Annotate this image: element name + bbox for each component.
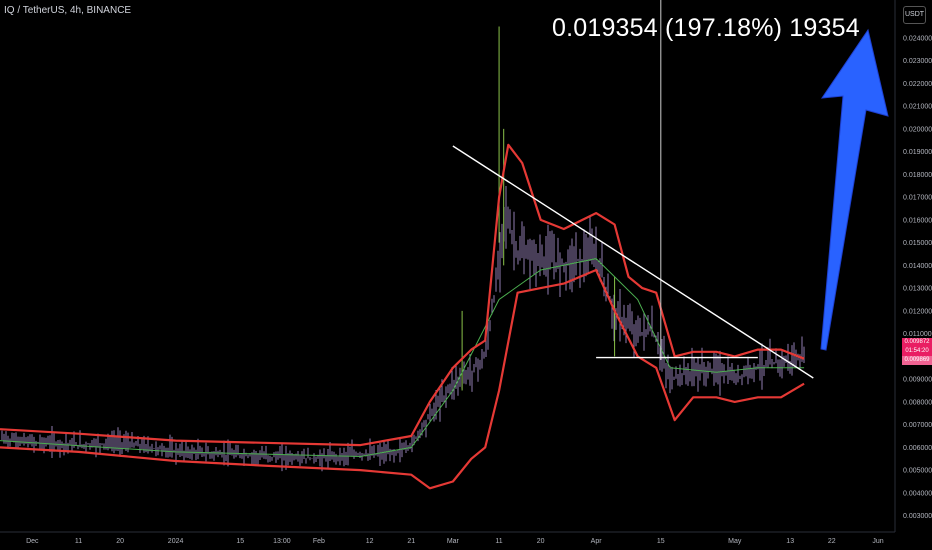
y-tick-label: 0.021000	[903, 104, 932, 111]
price-change-annotation: 0.019354 (197.18%) 19354	[552, 14, 860, 42]
y-tick-label: 0.019000	[903, 149, 932, 156]
x-tick-label: 15	[657, 538, 665, 545]
x-tick-label: Feb	[313, 538, 325, 545]
x-tick-label: 21	[407, 538, 415, 545]
y-tick-label: 0.015000	[903, 240, 932, 247]
x-tick-label: 2024	[168, 538, 184, 545]
y-tick-label: 0.008000	[903, 399, 932, 406]
y-tick-label: 0.011000	[903, 331, 932, 338]
x-tick-label: 13:00	[273, 538, 291, 545]
x-axis: Dec 11 20 2024 15 13:00 Feb 12 21 Mar 11 20 Apr 15 May…	[26, 538, 884, 545]
y-tick-label: 0.020000	[903, 126, 932, 133]
y-tick-label: 0.009000	[903, 377, 932, 384]
y-tick-label: 0.007000	[903, 422, 932, 429]
y-tick-label: 0.017000	[903, 195, 932, 202]
x-tick-label: May	[728, 538, 742, 545]
y-tick-label: 0.013000	[903, 286, 932, 293]
y-tick-label: 0.012000	[903, 308, 932, 315]
x-tick-label: 11	[495, 538, 502, 545]
x-tick-label: Dec	[26, 538, 39, 545]
y-tick-label: 0.003000	[903, 513, 932, 520]
y-tick-label: 0.024000	[903, 35, 932, 42]
countdown-tag: 01:54:20	[902, 347, 932, 356]
trendline	[452, 145, 814, 379]
x-tick-label: Mar	[447, 538, 460, 545]
up-arrow-icon	[820, 28, 889, 351]
y-axis: 0.003000 0.004000 0.005000 0.006000 0.007000…	[903, 35, 932, 520]
middle-band-line	[0, 258, 805, 458]
y-tick-label: 0.023000	[903, 58, 932, 65]
y-tick-label: 0.004000	[903, 490, 932, 497]
x-tick-label: Apr	[591, 538, 603, 545]
symbol-title: IQ / TetherUS, 4h, BINANCE	[4, 5, 132, 16]
y-tick-label: 0.016000	[903, 217, 932, 224]
y-tick-label: 0.005000	[903, 468, 932, 475]
last-price-tag: 0.009872	[902, 338, 932, 347]
y-tick-label: 0.022000	[903, 81, 932, 88]
lower-band-line	[0, 268, 805, 490]
upper-band-line	[0, 143, 805, 447]
x-tick-label: 11	[75, 538, 82, 545]
y-tick-label: 0.006000	[903, 445, 932, 452]
drawing-layer	[452, 0, 814, 379]
x-tick-label: 22	[828, 538, 836, 545]
x-tick-label: 20	[116, 538, 124, 545]
y-tick-label: 0.018000	[903, 172, 932, 179]
y-tick-label: 0.014000	[903, 263, 932, 270]
x-tick-label: 15	[236, 538, 244, 545]
x-tick-label: 20	[537, 538, 545, 545]
axis-lines	[0, 0, 896, 533]
x-tick-label: Jun	[872, 538, 883, 545]
x-tick-label: 12	[366, 538, 374, 545]
x-tick-label: 13	[786, 538, 794, 545]
currency-button[interactable]: USDT	[903, 6, 926, 24]
indicator-layer	[0, 143, 805, 490]
secondary-price-tag: 0.009869	[902, 356, 932, 365]
